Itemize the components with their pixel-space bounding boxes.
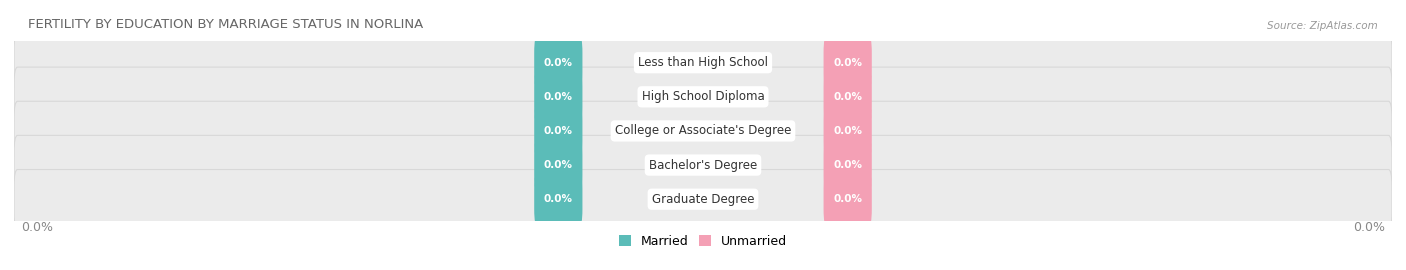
FancyBboxPatch shape xyxy=(14,135,1392,195)
FancyBboxPatch shape xyxy=(14,67,1392,127)
FancyBboxPatch shape xyxy=(534,35,582,90)
Legend: Married, Unmarried: Married, Unmarried xyxy=(619,235,787,248)
Text: College or Associate's Degree: College or Associate's Degree xyxy=(614,124,792,137)
FancyBboxPatch shape xyxy=(14,170,1392,229)
Text: 0.0%: 0.0% xyxy=(544,194,572,204)
FancyBboxPatch shape xyxy=(14,101,1392,161)
Text: 0.0%: 0.0% xyxy=(21,221,53,234)
Text: FERTILITY BY EDUCATION BY MARRIAGE STATUS IN NORLINA: FERTILITY BY EDUCATION BY MARRIAGE STATU… xyxy=(28,18,423,31)
FancyBboxPatch shape xyxy=(534,138,582,193)
Text: 0.0%: 0.0% xyxy=(544,92,572,102)
Text: Bachelor's Degree: Bachelor's Degree xyxy=(650,158,756,171)
FancyBboxPatch shape xyxy=(824,69,872,124)
FancyBboxPatch shape xyxy=(534,69,582,124)
Text: 0.0%: 0.0% xyxy=(1353,221,1385,234)
FancyBboxPatch shape xyxy=(534,172,582,227)
Text: 0.0%: 0.0% xyxy=(544,126,572,136)
Text: Source: ZipAtlas.com: Source: ZipAtlas.com xyxy=(1267,21,1378,31)
Text: 0.0%: 0.0% xyxy=(544,58,572,68)
FancyBboxPatch shape xyxy=(824,172,872,227)
Text: 0.0%: 0.0% xyxy=(834,194,862,204)
Text: 0.0%: 0.0% xyxy=(834,126,862,136)
Text: High School Diploma: High School Diploma xyxy=(641,90,765,103)
FancyBboxPatch shape xyxy=(534,104,582,158)
FancyBboxPatch shape xyxy=(824,104,872,158)
Text: Less than High School: Less than High School xyxy=(638,56,768,69)
FancyBboxPatch shape xyxy=(14,33,1392,92)
Text: 0.0%: 0.0% xyxy=(834,92,862,102)
Text: 0.0%: 0.0% xyxy=(544,160,572,170)
Text: 0.0%: 0.0% xyxy=(834,160,862,170)
Text: Graduate Degree: Graduate Degree xyxy=(652,193,754,206)
FancyBboxPatch shape xyxy=(824,138,872,193)
FancyBboxPatch shape xyxy=(824,35,872,90)
Text: 0.0%: 0.0% xyxy=(834,58,862,68)
